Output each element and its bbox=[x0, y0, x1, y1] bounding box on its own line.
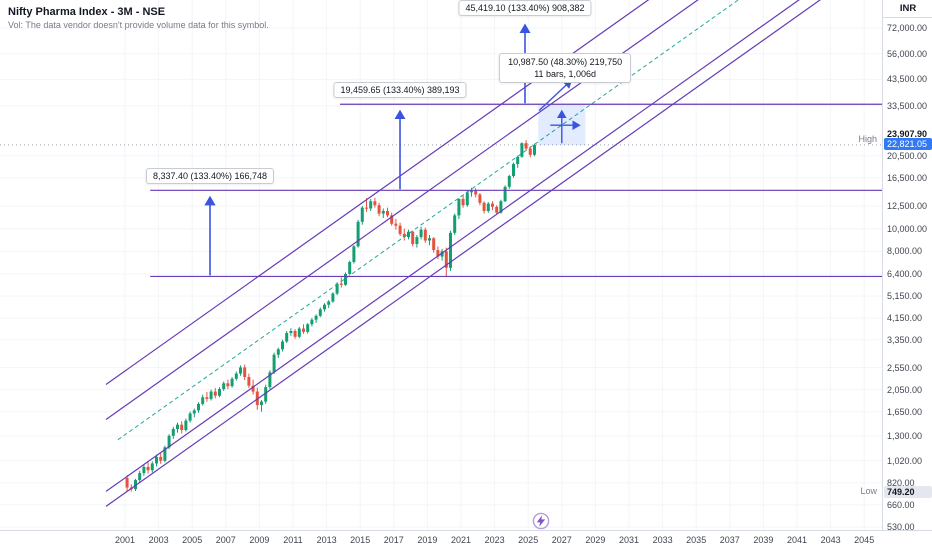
price-tick: 6,400.00 bbox=[887, 269, 923, 280]
year-label: 2029 bbox=[585, 535, 606, 545]
price-axis[interactable]: INR 72,000.00 56,000.00 43,500.00 33,500.00… bbox=[882, 0, 932, 533]
projection-bars-text: 11 bars, 1,006d bbox=[534, 68, 597, 79]
currency-label: INR bbox=[883, 0, 932, 18]
price-tick: 33,500.00 bbox=[887, 100, 928, 111]
year-label: 2025 bbox=[518, 535, 539, 545]
low-value-badge: 749.20 bbox=[884, 485, 932, 498]
price-tick: 1,020.00 bbox=[887, 455, 923, 466]
high-label: High bbox=[858, 134, 877, 145]
year-label: 2015 bbox=[350, 535, 371, 545]
lightning-icon bbox=[532, 512, 550, 530]
price-tick: 56,000.00 bbox=[887, 48, 928, 59]
year-label: 2005 bbox=[182, 535, 203, 545]
price-tick: 820.00 bbox=[887, 477, 915, 488]
year-label: 2045 bbox=[854, 535, 875, 545]
year-label: 2009 bbox=[249, 535, 270, 545]
symbol-title[interactable]: Nifty Pharma Index - 3M - NSE bbox=[8, 6, 166, 18]
price-tick: 4,150.00 bbox=[887, 313, 923, 324]
price-tick: 2,550.00 bbox=[887, 362, 923, 373]
gridlines bbox=[0, 0, 882, 530]
volume-note: Vol: The data vendor doesn't provide vol… bbox=[8, 20, 269, 30]
pointer-arrow bbox=[538, 79, 573, 112]
price-tick: 20,500.00 bbox=[887, 150, 928, 161]
price-tick: 12,500.00 bbox=[887, 201, 928, 212]
projection-measure-label[interactable]: 10,987.50 (48.30%) 219,750 11 bars, 1,00… bbox=[499, 52, 632, 83]
chart-canvas[interactable]: Nifty Pharma Index - 3M - NSE Vol: The d… bbox=[0, 0, 882, 530]
year-label: 2035 bbox=[686, 535, 707, 545]
year-label: 2019 bbox=[417, 535, 438, 545]
channel-upper-outer bbox=[105, 0, 650, 385]
year-label: 2043 bbox=[820, 535, 841, 545]
boost-button[interactable] bbox=[532, 512, 550, 530]
measurement-label-3[interactable]: 45,419.10 (133.40%) 908,382 bbox=[458, 0, 592, 17]
price-tick: 5,150.00 bbox=[887, 291, 923, 302]
year-label: 2003 bbox=[148, 535, 169, 545]
current-price-badge: 22,821.05 bbox=[884, 137, 932, 150]
price-tick: 43,500.00 bbox=[887, 74, 928, 85]
year-label: 2023 bbox=[484, 535, 505, 545]
price-chart-svg bbox=[0, 0, 882, 530]
year-label: 2001 bbox=[114, 535, 135, 545]
year-label: 2027 bbox=[551, 535, 572, 545]
time-axis[interactable]: 2001 2003 2005 2007 2009 2011 2013 2015 2017 2019… bbox=[0, 530, 932, 550]
year-label: 2013 bbox=[316, 535, 337, 545]
legend: Nifty Pharma Index - 3M - NSE Vol: The d… bbox=[8, 6, 269, 30]
price-tick: 16,500.00 bbox=[887, 172, 928, 183]
year-label: 2033 bbox=[652, 535, 673, 545]
price-tick: 72,000.00 bbox=[887, 23, 928, 34]
year-label: 2007 bbox=[215, 535, 236, 545]
year-label: 2039 bbox=[753, 535, 774, 545]
year-label: 2011 bbox=[283, 535, 303, 545]
high-value-badge: 23,907.90 bbox=[884, 128, 932, 141]
year-label: 2021 bbox=[450, 535, 471, 545]
candles-layer bbox=[125, 140, 536, 492]
year-label: 2017 bbox=[383, 535, 404, 545]
channel-lower-outer bbox=[105, 0, 821, 507]
projection-price-text: 10,987.50 (48.30%) 219,750 bbox=[508, 56, 623, 67]
price-tick: 1,650.00 bbox=[887, 406, 923, 417]
price-tick: 660.00 bbox=[887, 499, 915, 510]
channel-lower-inner bbox=[105, 0, 800, 492]
price-tick: 1,300.00 bbox=[887, 430, 923, 441]
year-label: 2041 bbox=[786, 535, 807, 545]
price-tick: 2,050.00 bbox=[887, 384, 923, 395]
price-tick: 3,350.00 bbox=[887, 334, 923, 345]
channel-upper-inner bbox=[105, 0, 699, 420]
measurement-label-1[interactable]: 8,337.40 (133.40%) 166,748 bbox=[145, 168, 275, 185]
year-label: 2037 bbox=[719, 535, 740, 545]
price-tick: 530.00 bbox=[887, 522, 915, 533]
low-label: Low bbox=[860, 485, 877, 496]
price-tick: 10,000.00 bbox=[887, 223, 928, 234]
channel-midline bbox=[117, 0, 740, 441]
measurement-label-2[interactable]: 19,459.65 (133.40%) 389,193 bbox=[333, 82, 467, 99]
price-tick: 8,000.00 bbox=[887, 246, 923, 257]
year-label: 2031 bbox=[618, 535, 639, 545]
